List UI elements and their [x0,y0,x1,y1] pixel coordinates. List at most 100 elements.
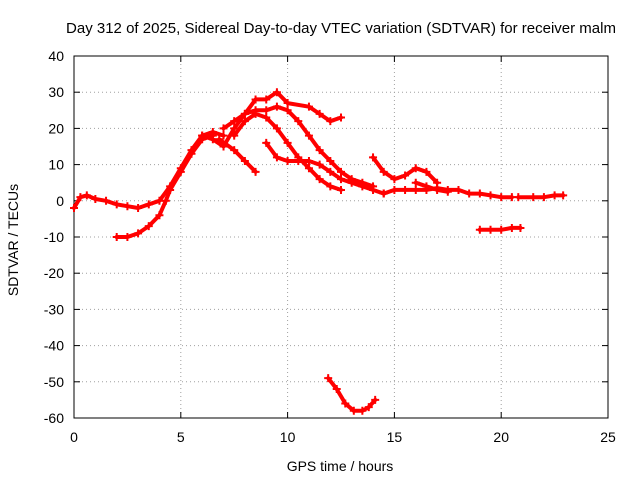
series-line [413,180,450,194]
x-tick-label: 10 [280,429,296,445]
y-tick-label: 40 [48,48,64,64]
data-point-marker [198,131,207,140]
data-point-marker [516,223,525,232]
x-tick-label: 20 [493,429,509,445]
data-point-marker [262,106,271,115]
data-point-marker [507,223,516,232]
series-track-12 [475,223,525,234]
data-point-marker [272,124,281,133]
data-point-marker [315,160,324,169]
data-point-marker [337,113,345,122]
data-point-marker [324,374,333,383]
series-track-13 [324,374,380,415]
x-axis-label: GPS time / hours [287,458,394,474]
data-point-marker [514,193,523,202]
data-point-marker [326,156,335,165]
data-point-marker [144,222,153,231]
data-point-marker [337,175,345,184]
data-point-marker [401,185,410,194]
data-point-marker [486,225,495,234]
chart-title: Day 312 of 2025, Sidereal Day-to-day VTE… [66,20,616,37]
series-track-8 [369,153,442,187]
data-point-marker [364,403,373,412]
data-point-marker [379,167,388,176]
data-point-marker [475,189,484,198]
data-point-marker [294,156,303,165]
data-point-marker [272,88,281,97]
data-point-marker [70,204,78,213]
data-point-marker [390,185,399,194]
data-point-marker [539,193,548,202]
series-track-6 [215,135,260,176]
data-point-marker [497,225,506,234]
series-track-7 [262,138,388,198]
data-point-marker [411,164,420,173]
series-track-10 [411,178,452,196]
data-point-marker [230,124,239,133]
data-point-marker [315,109,324,118]
data-point-marker [369,185,378,194]
data-point-marker [559,191,568,200]
data-point-marker [411,178,420,187]
data-point-marker [347,178,356,187]
data-point-marker [304,102,313,111]
data-point-marker [76,193,85,202]
y-tick-label: 0 [56,193,64,209]
data-point-marker [240,156,249,165]
data-point-marker [294,117,303,126]
data-point-marker [304,131,313,140]
data-point-marker [529,193,538,202]
y-axis-label: SDTVAR / TECUs [5,184,21,296]
data-point-marker [230,117,239,126]
data-point-marker [443,187,452,196]
grid-lines [74,56,608,418]
x-tick-label: 5 [177,429,185,445]
data-point-marker [433,185,442,194]
x-tick-label: 25 [600,429,616,445]
data-point-marker [369,153,378,162]
data-point-marker [112,233,121,241]
y-axis-ticks: -60 -50 -40 -30 -20 -10 0 10 20 30 40 [44,48,608,426]
data-point-marker [240,109,249,118]
data-point-marker [219,124,228,133]
series-line [72,130,226,210]
series-track-5 [230,109,345,194]
data-point-marker [337,167,345,176]
data-point-marker [486,191,495,200]
data-point-marker [283,99,292,108]
data-point-marker [390,175,399,184]
data-point-marker [251,109,260,118]
y-tick-label: -20 [44,265,64,281]
x-tick-label: 15 [387,429,403,445]
x-axis-ticks: 0 5 10 15 20 25 [70,56,616,445]
y-tick-label: 10 [48,157,64,173]
data-point-marker [240,117,249,126]
data-point-marker [219,131,228,140]
y-tick-label: 30 [48,84,64,100]
data-point-marker [358,182,367,191]
data-point-marker [465,189,474,198]
data-point-marker [401,171,410,180]
data-point-marker [341,399,350,408]
y-tick-label: -50 [44,374,64,390]
data-point-marker [422,182,431,191]
data-point-marker [82,191,91,200]
data-point-marker [123,233,132,241]
data-point-marker [134,229,143,238]
data-point-marker [283,156,292,165]
data-point-marker [379,189,388,198]
series-track-2 [112,131,217,241]
y-tick-label: 20 [48,120,64,136]
data-point-marker [371,395,380,404]
series-track-11 [514,191,568,202]
data-point-marker [550,191,559,200]
data-point-marker [230,131,239,140]
data-point-marker [134,204,143,213]
data-point-marker [272,153,281,162]
series-line [232,111,343,192]
y-tick-label: -10 [44,229,64,245]
data-point-marker [422,167,431,176]
data-point-marker [91,194,100,203]
data-point-marker [283,106,292,115]
